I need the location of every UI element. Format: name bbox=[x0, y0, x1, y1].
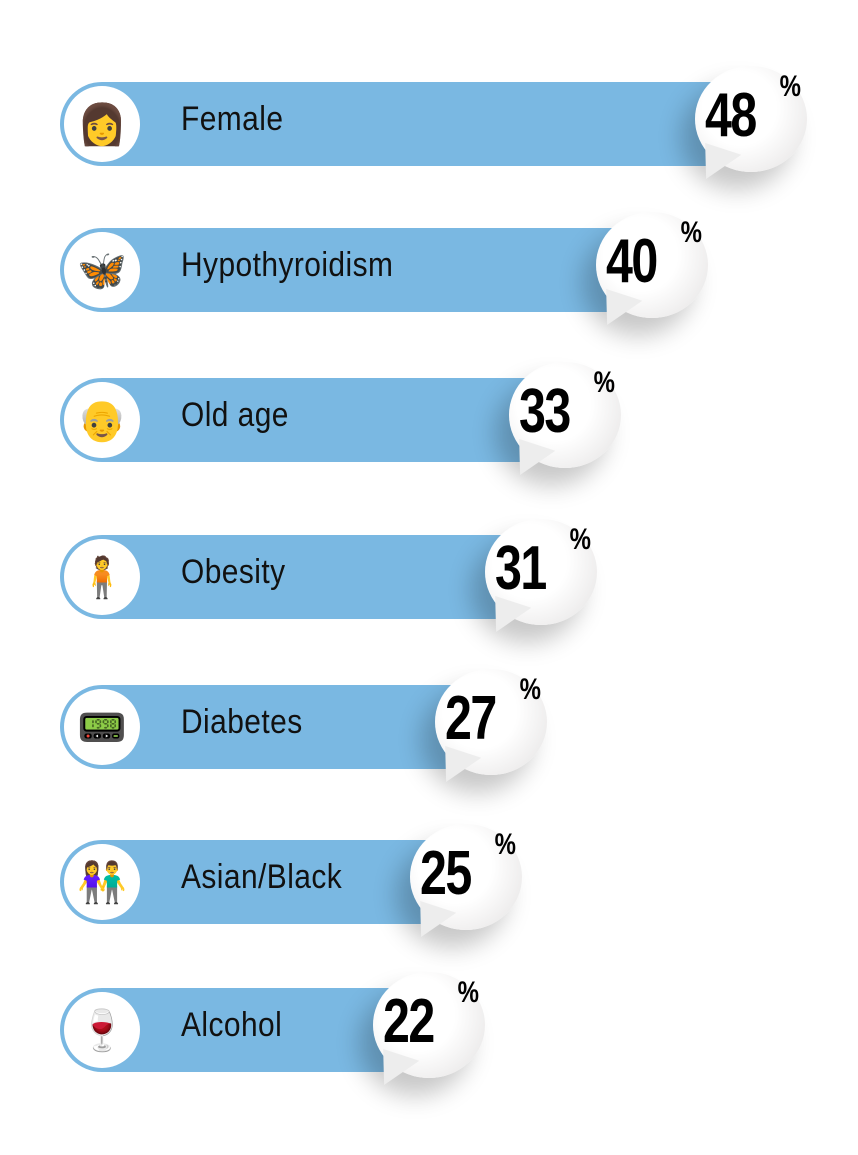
data-label: 33 bbox=[519, 377, 571, 446]
category-label: Diabetes bbox=[181, 703, 303, 741]
percent-sign: % bbox=[457, 976, 480, 1009]
woman-face-icon: 👩 bbox=[64, 86, 140, 162]
bar bbox=[60, 82, 746, 166]
value-bubble: 40% bbox=[595, 212, 709, 334]
diverse-people-icon: 👫 bbox=[64, 844, 140, 920]
alcohol-drinks-icon: 🍷 bbox=[64, 992, 140, 1068]
chart-row: 🧍 Obesity 31% bbox=[0, 519, 858, 673]
chart-row: 👴 Old age 33% bbox=[0, 362, 858, 516]
chart-row: 👫 Asian/Black 25% bbox=[0, 824, 858, 978]
bar bbox=[60, 228, 647, 312]
category-label: Old age bbox=[181, 396, 289, 434]
category-label: Hypothyroidism bbox=[181, 246, 394, 284]
chart-row: 👩 Female 48% bbox=[0, 66, 858, 220]
category-label: Asian/Black bbox=[181, 858, 343, 896]
chart-row: 🍷 Alcohol 22% bbox=[0, 972, 858, 1126]
glucose-meter-icon: 📟 bbox=[64, 689, 140, 765]
thyroid-icon: 🦋 bbox=[64, 232, 140, 308]
data-label: 48 bbox=[705, 81, 757, 150]
value-bubble: 22% bbox=[372, 972, 485, 1094]
value-bubble: 33% bbox=[509, 362, 622, 484]
data-label: 25 bbox=[420, 839, 472, 908]
data-label: 31 bbox=[494, 534, 547, 603]
category-label: Alcohol bbox=[181, 1006, 283, 1044]
bar bbox=[60, 378, 560, 462]
obese-person-icon: 🧍 bbox=[64, 539, 140, 615]
value-bubble: 48% bbox=[695, 66, 808, 188]
value-bubble: 27% bbox=[434, 669, 547, 791]
data-label: 40 bbox=[606, 227, 658, 296]
percent-sign: % bbox=[680, 216, 703, 249]
percent-sign: % bbox=[569, 523, 591, 556]
percent-sign: % bbox=[594, 366, 616, 399]
value-bubble: 25% bbox=[409, 824, 523, 946]
chart-row: 🦋 Hypothyroidism 40% bbox=[0, 212, 858, 366]
elderly-man-icon: 👴 bbox=[64, 382, 140, 458]
data-label: 27 bbox=[445, 684, 497, 753]
percent-sign: % bbox=[519, 673, 542, 706]
value-bubble: 31% bbox=[484, 519, 597, 641]
data-label: 22 bbox=[383, 987, 435, 1056]
percent-sign: % bbox=[780, 70, 802, 103]
category-label: Obesity bbox=[181, 553, 286, 591]
chart-row: 📟 Diabetes 27% bbox=[0, 669, 858, 823]
percent-sign: % bbox=[494, 828, 517, 861]
category-label: Female bbox=[181, 100, 284, 138]
